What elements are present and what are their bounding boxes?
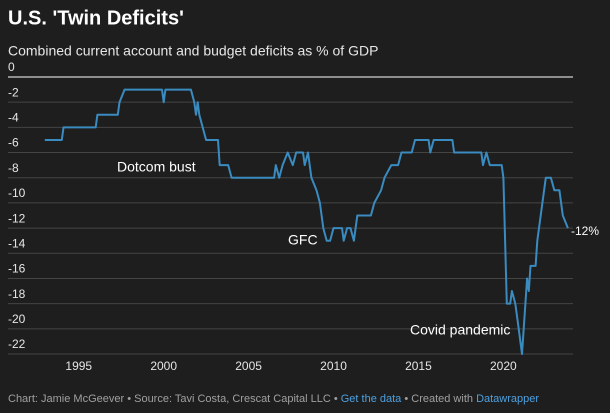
- y-tick-label: -14: [8, 236, 26, 250]
- chart-title: U.S. 'Twin Deficits': [8, 7, 184, 29]
- annotation: Dotcom bust: [117, 159, 196, 175]
- chart-subtitle: Combined current account and budget defi…: [8, 43, 378, 59]
- footer-separator: • Created with: [401, 393, 477, 405]
- x-tick-label: 2005: [235, 359, 262, 373]
- footer-credit: Chart: Jamie McGeever • Source: Tavi Cos…: [8, 393, 341, 405]
- y-tick-label: -22: [8, 337, 26, 351]
- y-tick-label: -12: [8, 211, 26, 225]
- x-tick-label: 2015: [405, 359, 432, 373]
- x-tick-label: 2020: [490, 359, 517, 373]
- tool-link[interactable]: Datawrapper: [476, 393, 540, 405]
- x-tick-label: 2010: [320, 359, 347, 373]
- annotation: Covid pandemic: [410, 322, 510, 338]
- annotation: -12%: [571, 224, 599, 238]
- y-tick-label: -6: [8, 136, 19, 150]
- footer: Chart: Jamie McGeever • Source: Tavi Cos…: [8, 393, 539, 405]
- y-tick-label: -10: [8, 186, 26, 200]
- annotation: GFC: [288, 232, 318, 248]
- y-tick-label: -8: [8, 161, 19, 175]
- data-link[interactable]: Get the data: [340, 393, 402, 405]
- data-line: [44, 88, 569, 355]
- y-tick-label: -2: [8, 85, 19, 99]
- y-tick-label: -16: [8, 262, 26, 276]
- y-tick-label: -20: [8, 312, 26, 326]
- y-tick-label: 0: [8, 60, 15, 74]
- y-tick-label: -18: [8, 287, 26, 301]
- y-tick-label: -4: [8, 111, 19, 125]
- x-tick-label: 1995: [65, 359, 92, 373]
- x-tick-label: 2000: [150, 359, 177, 373]
